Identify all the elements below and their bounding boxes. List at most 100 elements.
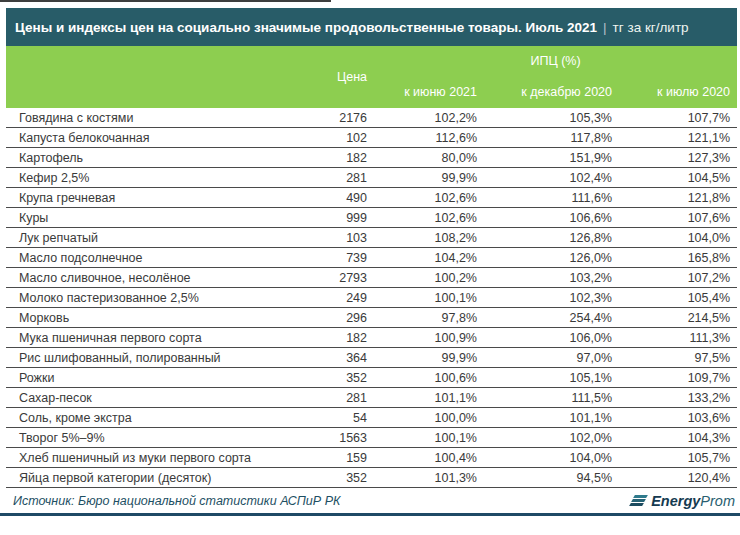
column-header-price: Цена (302, 46, 374, 108)
column-header-june: к июню 2021 (374, 76, 484, 108)
ipc-june-cell: 100,9% (374, 328, 484, 348)
ipc-june-cell: 100,0% (374, 408, 484, 428)
ipc-july-cell: 165,8% (619, 248, 737, 268)
product-name-cell: Рожки (6, 368, 302, 388)
product-name-cell: Масло сливочное, несолёное (6, 268, 302, 288)
column-header-december: к декабрю 2020 (484, 76, 619, 108)
table-row: Говядина с костями 2176 102,2% 105,3% 10… (6, 108, 737, 128)
ipc-june-cell: 102,2% (374, 108, 484, 128)
ipc-june-cell: 99,9% (374, 168, 484, 188)
ipc-july-cell: 107,6% (619, 208, 737, 228)
table-row: Молоко пастеризованное 2,5% 249 100,1% 1… (6, 288, 737, 308)
ipc-july-cell: 121,8% (619, 188, 737, 208)
product-name-cell: Молоко пастеризованное 2,5% (6, 288, 302, 308)
ipc-december-cell: 102,3% (484, 288, 619, 308)
ipc-july-cell: 109,7% (619, 368, 737, 388)
ipc-december-cell: 105,3% (484, 108, 619, 128)
energyprom-logo: EnergyProm (630, 493, 737, 509)
ipc-june-cell: 108,2% (374, 228, 484, 248)
table-row: Картофель 182 80,0% 151,9% 127,3% (6, 148, 737, 168)
ipc-december-cell: 103,2% (484, 268, 619, 288)
table-row: Морковь 296 97,8% 254,4% 214,5% (6, 308, 737, 328)
table-row: Лук репчатый 103 108,2% 126,8% 104,0% (6, 228, 737, 248)
column-header-product (6, 46, 302, 108)
ipc-june-cell: 100,1% (374, 428, 484, 448)
table-row: Творог 5%–9% 1563 100,1% 102,0% 104,3% (6, 428, 737, 448)
bottom-rule (0, 513, 740, 516)
ipc-december-cell: 111,5% (484, 388, 619, 408)
ipc-june-cell: 102,6% (374, 188, 484, 208)
product-name-cell: Творог 5%–9% (6, 428, 302, 448)
price-cell: 1563 (302, 428, 374, 448)
price-cell: 281 (302, 168, 374, 188)
table-row: Масло сливочное, несолёное 2793 100,2% 1… (6, 268, 737, 288)
price-cell: 490 (302, 188, 374, 208)
price-cell: 999 (302, 208, 374, 228)
ipc-july-cell: 104,5% (619, 168, 737, 188)
ipc-june-cell: 100,4% (374, 448, 484, 468)
table-row: Масло подсолнечное 739 104,2% 126,0% 165… (6, 248, 737, 268)
price-cell: 103 (302, 228, 374, 248)
price-cell: 352 (302, 468, 374, 488)
column-header-july: к июлю 2020 (619, 76, 737, 108)
column-header-ipc-group: ИПЦ (%) (374, 46, 737, 76)
ipc-july-cell: 214,5% (619, 308, 737, 328)
logo-text-bold: Energy (651, 493, 700, 509)
product-name-cell: Мука пшеничная первого сорта (6, 328, 302, 348)
ipc-june-cell: 99,9% (374, 348, 484, 368)
ipc-december-cell: 94,5% (484, 468, 619, 488)
price-cell: 352 (302, 368, 374, 388)
ipc-december-cell: 151,9% (484, 148, 619, 168)
ipc-july-cell: 97,5% (619, 348, 737, 368)
ipc-december-cell: 106,6% (484, 208, 619, 228)
top-edge-artifact (0, 0, 331, 2)
price-cell: 54 (302, 408, 374, 428)
table-row: Куры 999 102,6% 106,6% 107,6% (6, 208, 737, 228)
ipc-july-cell: 120,4% (619, 468, 737, 488)
product-name-cell: Крупа гречневая (6, 188, 302, 208)
ipc-july-cell: 107,7% (619, 108, 737, 128)
ipc-july-cell: 111,3% (619, 328, 737, 348)
table-row: Мука пшеничная первого сорта 182 100,9% … (6, 328, 737, 348)
product-name-cell: Рис шлифованный, полированный (6, 348, 302, 368)
table-row: Капуста белокочанная 102 112,6% 117,8% 1… (6, 128, 737, 148)
logo-text: EnergyProm (651, 493, 735, 509)
price-cell: 182 (302, 148, 374, 168)
table-row: Хлеб пшеничный из муки первого сорта 159… (6, 448, 737, 468)
ipc-december-cell: 117,8% (484, 128, 619, 148)
ipc-june-cell: 80,0% (374, 148, 484, 168)
table-row: Соль, кроме экстра 54 100,0% 101,1% 103,… (6, 408, 737, 428)
price-cell: 249 (302, 288, 374, 308)
table-row: Рожки 352 100,6% 105,1% 109,7% (6, 368, 737, 388)
table-row: Крупа гречневая 490 102,6% 111,6% 121,8% (6, 188, 737, 208)
ipc-june-cell: 100,6% (374, 368, 484, 388)
footer: Источник: Бюро национальной статистики А… (6, 490, 737, 511)
ipc-december-cell: 104,0% (484, 448, 619, 468)
product-name-cell: Хлеб пшеничный из муки первого сорта (6, 448, 302, 468)
logo-text-regular: Prom (700, 493, 735, 509)
ipc-december-cell: 101,1% (484, 408, 619, 428)
ipc-july-cell: 133,2% (619, 388, 737, 408)
product-name-cell: Капуста белокочанная (6, 128, 302, 148)
ipc-june-cell: 102,6% (374, 208, 484, 228)
price-cell: 739 (302, 248, 374, 268)
ipc-june-cell: 101,3% (374, 468, 484, 488)
ipc-december-cell: 111,6% (484, 188, 619, 208)
ipc-december-cell: 102,0% (484, 428, 619, 448)
ipc-december-cell: 102,4% (484, 168, 619, 188)
price-table: Цена ИПЦ (%) к июню 2021 к декабрю 2020 … (6, 46, 737, 488)
product-name-cell: Сахар-песок (6, 388, 302, 408)
ipc-june-cell: 112,6% (374, 128, 484, 148)
ipc-december-cell: 97,0% (484, 348, 619, 368)
price-cell: 364 (302, 348, 374, 368)
ipc-july-cell: 104,0% (619, 228, 737, 248)
price-cell: 281 (302, 388, 374, 408)
ipc-july-cell: 105,7% (619, 448, 737, 468)
price-cell: 182 (302, 328, 374, 348)
ipc-june-cell: 100,2% (374, 268, 484, 288)
price-cell: 2176 (302, 108, 374, 128)
ipc-december-cell: 126,0% (484, 248, 619, 268)
title-separator: | (597, 20, 613, 35)
product-name-cell: Кефир 2,5% (6, 168, 302, 188)
ipc-june-cell: 100,1% (374, 288, 484, 308)
